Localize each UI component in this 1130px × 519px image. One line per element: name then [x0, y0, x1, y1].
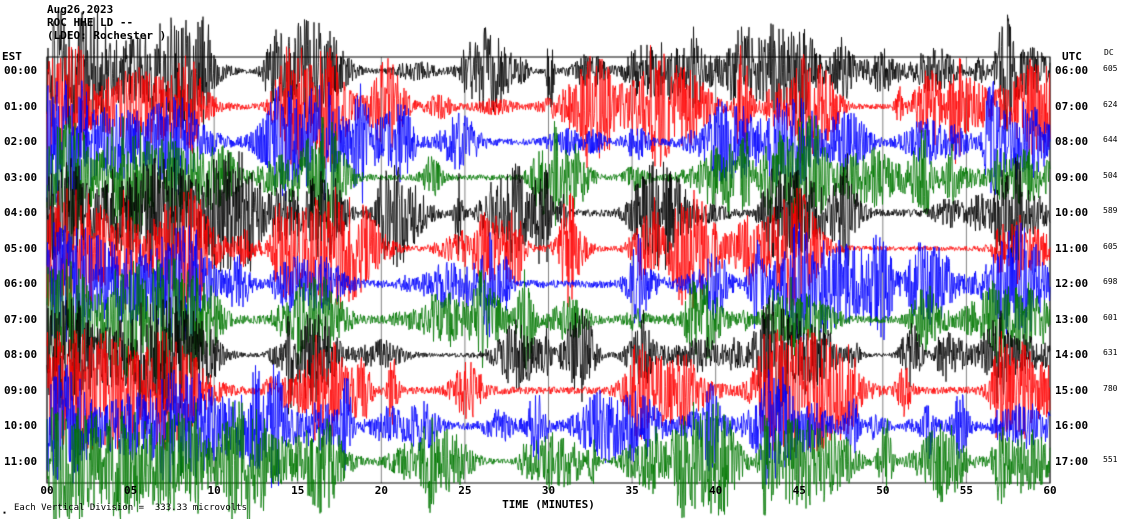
- utc-time-label: 06:00: [1055, 64, 1089, 77]
- utc-time-label: 17:00: [1055, 454, 1089, 468]
- x-tick-label: 15: [291, 484, 305, 497]
- x-tick-label: 55: [959, 484, 974, 497]
- right-timezone-label: UTC: [1062, 50, 1082, 63]
- x-tick-label: 40: [709, 484, 723, 497]
- utc-time-label: 11:00: [1055, 241, 1089, 255]
- utc-time-label: 07:00: [1055, 99, 1089, 113]
- utc-time-label: 10:00: [1055, 206, 1089, 219]
- utc-time-label: 12:00: [1055, 277, 1089, 290]
- record-header: Aug26,2023 ROC HHE LD -- (LDEO: Rocheste…: [47, 3, 166, 42]
- utc-time-label: 09:00: [1055, 170, 1089, 184]
- utc-time-label: 08:00: [1055, 135, 1089, 148]
- station-code: ROC HHE LD --: [47, 16, 134, 29]
- dc-offset-value: 698: [1103, 277, 1118, 286]
- est-time-label: 04:00: [4, 206, 38, 219]
- est-time-label: 10:00: [4, 419, 38, 432]
- est-time-label: 09:00: [4, 383, 38, 397]
- est-time-label: 11:00: [4, 454, 38, 468]
- est-time-label: 02:00: [4, 135, 38, 148]
- x-tick-label: 30: [541, 484, 556, 497]
- est-time-label: 05:00: [4, 241, 38, 255]
- x-tick-label: 50: [876, 484, 890, 497]
- x-tick-label: 45: [792, 484, 806, 497]
- x-tick-label: 25: [458, 484, 472, 497]
- utc-time-label: 15:00: [1055, 383, 1089, 397]
- dc-offset-value: 780: [1103, 383, 1118, 393]
- est-time-label: 03:00: [4, 170, 38, 184]
- x-tick-label: 60: [1043, 484, 1057, 497]
- x-tick-label: 20: [374, 484, 388, 497]
- dc-offset-value: 589: [1103, 206, 1118, 215]
- left-timezone-label: EST: [2, 50, 22, 63]
- dc-offset-value: 504: [1103, 170, 1118, 180]
- x-tick-label: 00: [40, 484, 54, 497]
- plot-corner-mark: ▪: [3, 510, 7, 516]
- dc-offset-value: 605: [1103, 241, 1118, 251]
- utc-time-label: 16:00: [1055, 419, 1089, 432]
- station-location: (LDEO: Rochester ): [47, 29, 167, 42]
- x-tick-label: 10: [207, 484, 221, 497]
- dc-offset-value: 624: [1103, 99, 1118, 109]
- utc-time-label: 13:00: [1055, 312, 1089, 326]
- x-axis-title: TIME (MINUTES): [502, 498, 595, 511]
- est-time-label: 06:00: [4, 277, 38, 290]
- x-tick-label: 35: [625, 484, 639, 497]
- scale-note: Each Vertical Division = 333.33 microvol…: [14, 503, 247, 513]
- utc-time-label: 14:00: [1055, 348, 1089, 361]
- est-time-label: 08:00: [4, 348, 38, 361]
- record-date: Aug26,2023: [47, 3, 114, 16]
- est-time-label: 01:00: [4, 99, 38, 113]
- est-time-label: 07:00: [4, 312, 38, 326]
- est-time-label: 00:00: [4, 64, 38, 77]
- dc-column-header: DC: [1104, 48, 1114, 57]
- dc-offset-value: 601: [1103, 312, 1118, 322]
- dc-offset-value: 631: [1103, 348, 1118, 357]
- dc-offset-value: 605: [1103, 64, 1118, 73]
- x-tick-label: 05: [123, 484, 138, 497]
- dc-offset-value: 551: [1103, 454, 1118, 464]
- dc-offset-value: 644: [1103, 135, 1118, 144]
